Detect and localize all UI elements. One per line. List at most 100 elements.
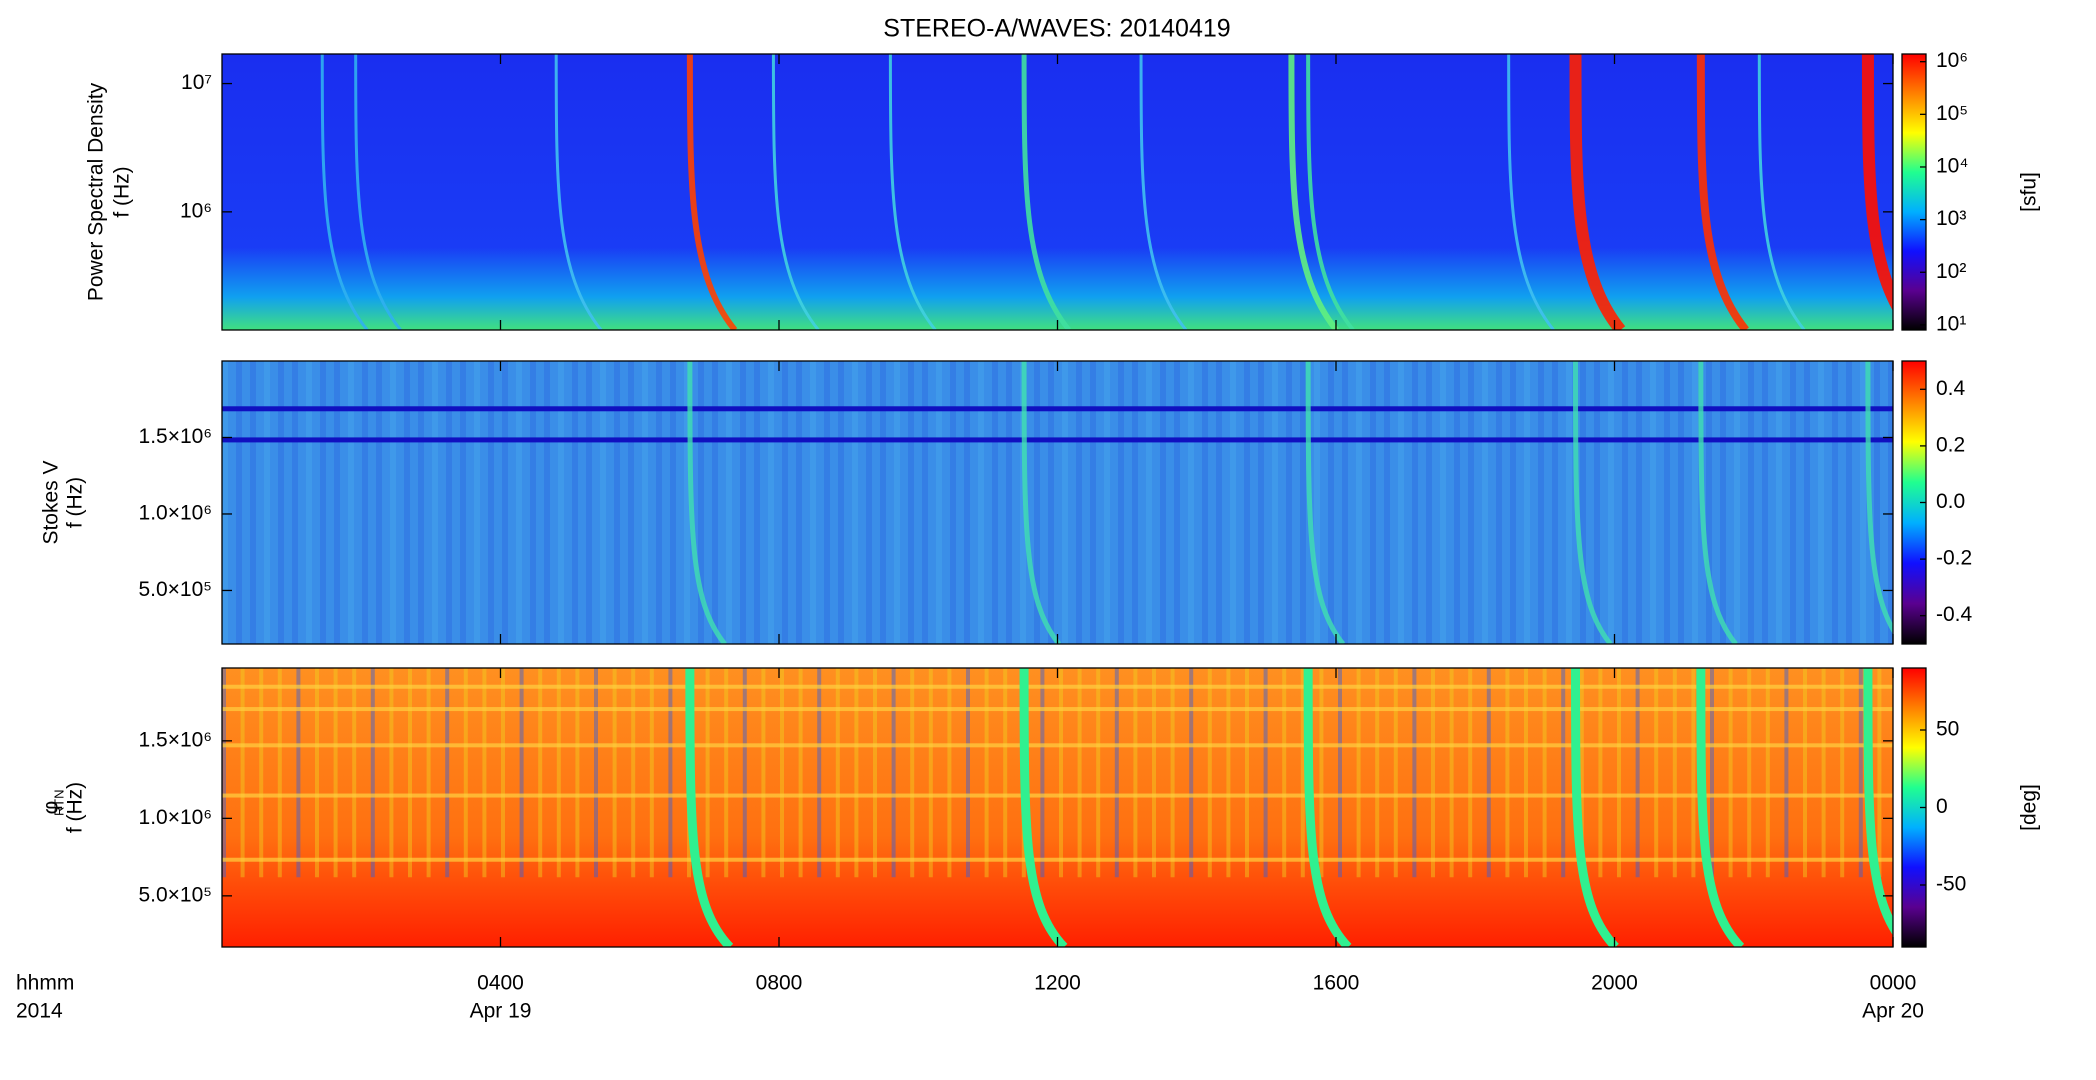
noise-decoration [854,668,859,878]
x-tick-label: 1600 [1313,972,1360,995]
noise-decoration [1818,361,1824,644]
noise-decoration [1216,361,1222,644]
noise-decoration [575,668,580,878]
noise-decoration [817,668,822,878]
noise-decoration [222,361,228,644]
noise-decoration [426,668,431,878]
noise-decoration [754,361,760,644]
noise-decoration [277,668,282,878]
colorbar-tick-label: 0.4 [1936,377,1966,400]
noise-decoration [642,361,648,644]
noise-decoration [1189,668,1194,878]
y-tick-label: 1.0×10⁶ [139,806,212,829]
spectrogram [222,361,1893,644]
noise-decoration [698,361,704,644]
noise-decoration [389,668,394,878]
noise-decoration [1622,361,1628,644]
colorbar-tick-label: 0.0 [1936,490,1965,513]
noise-decoration [796,361,802,644]
burst-decoration [1573,361,1613,644]
noise-decoration [950,361,956,644]
noise-decoration [1672,668,1677,878]
noise-decoration [333,668,338,878]
noise-decoration [296,668,301,878]
noise-decoration [1482,361,1488,644]
burst-decoration [1305,361,1346,644]
noise-decoration [1468,361,1474,644]
noise-decoration [1356,668,1361,878]
noise-decoration [370,668,375,878]
noise-decoration [1832,361,1838,644]
noise-decoration [1398,361,1404,644]
noise-decoration [1804,361,1810,644]
y-axis-label-subscript: RTN [51,790,66,816]
noise-decoration [519,668,524,878]
noise-decoration [649,668,654,878]
noise-decoration [1505,668,1510,878]
noise-decoration [1608,361,1614,644]
burst-decoration [1303,668,1352,947]
noise-decoration [1160,361,1166,644]
noise-decoration [1096,668,1101,878]
noise-decoration [1114,668,1119,878]
noise-decoration [1598,668,1603,878]
noise-decoration [1412,668,1417,878]
noise-decoration [978,361,984,644]
noise-decoration [1496,361,1502,644]
noise-decoration [1090,361,1096,644]
colorbar-tick-label: 10⁴ [1936,155,1968,178]
noise-decoration [1034,361,1040,644]
colorbar-tick-label: 0.2 [1936,433,1965,456]
noise-decoration [1617,668,1621,878]
burst-decoration [1288,54,1339,330]
colorbar-label: [sfu] [2018,172,2041,212]
noise-decoration [315,668,319,878]
noise-decoration [259,668,264,878]
noise-decoration [1776,361,1782,644]
burst-decoration [687,361,727,644]
noise-decoration [835,668,840,878]
noise-decoration [1040,668,1045,878]
noise-decoration [984,668,989,878]
noise-decoration [348,361,354,644]
noise-decoration [880,361,886,644]
spectrogram-background [222,668,1893,947]
band-decoration [222,684,1893,689]
noise-decoration [1594,361,1600,644]
band-decoration [222,743,1893,748]
y-axis-label: f (Hz) [111,166,134,217]
noise-decoration [1720,361,1726,644]
noise-decoration [586,361,592,644]
noise-decoration [1207,668,1212,878]
burst-decoration [888,54,937,330]
colorbar-tick-label: -50 [1936,873,1966,896]
noise-decoration [1580,361,1586,644]
chart-title: STEREO-A/WAVES: 20140419 [883,15,1230,43]
colorbar-tick-label: 10⁵ [1936,102,1968,125]
noise-decoration [628,361,634,644]
colorbar-tick-label: 10¹ [1936,312,1966,335]
noise-decoration [1579,668,1584,878]
y-tick-label: 10⁶ [180,199,212,222]
y-axis-label: φ [40,801,63,815]
noise-decoration [1152,668,1156,878]
noise-decoration [1765,668,1770,878]
noise-decoration [1860,361,1866,644]
noise-decoration [742,668,747,878]
burst-decoration [1507,54,1555,330]
noise-decoration [740,361,746,644]
spectrogram [222,54,1893,330]
noise-decoration [761,668,766,878]
noise-decoration [418,361,424,644]
noise-decoration [894,361,900,644]
noise-decoration [404,361,410,644]
noise-decoration [1104,361,1110,644]
noise-decoration [1858,668,1863,878]
y-tick-label: 1.5×10⁶ [139,425,212,448]
noise-decoration [352,668,357,878]
noise-decoration [1728,668,1733,878]
noise-decoration [922,361,928,644]
noise-decoration [1710,668,1714,878]
noise-decoration [852,361,858,644]
burst-decoration [1698,361,1738,644]
